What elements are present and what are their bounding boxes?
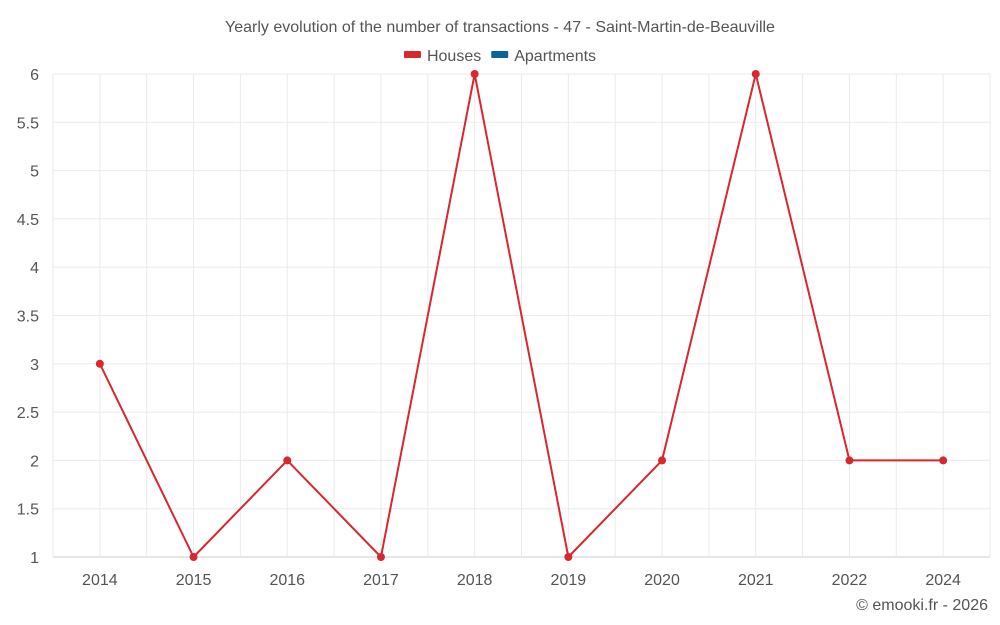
grid: [52, 73, 991, 558]
legend-label-apartments: Apartments: [514, 48, 596, 65]
legend-swatch-apartments: [491, 51, 509, 58]
credit-text: © emooki.fr - 2026: [856, 597, 988, 614]
y-tick-label: 5.5: [17, 115, 39, 132]
data-point-houses-2020[interactable]: [658, 456, 667, 465]
y-tick-label: 2: [30, 453, 39, 470]
legend-label-houses: Houses: [427, 48, 481, 65]
data-point-houses-2024[interactable]: [939, 456, 948, 465]
data-point-houses-2014[interactable]: [95, 359, 104, 368]
x-tick-label: 2024: [925, 572, 961, 589]
legend-item-apartments[interactable]: Apartments: [491, 48, 596, 65]
chart-title: Yearly evolution of the number of transa…: [225, 19, 775, 36]
legend-swatch-houses: [403, 51, 421, 58]
data-point-houses-2017[interactable]: [376, 553, 385, 561]
y-tick-label: 4: [30, 260, 39, 277]
y-tick-label: 1: [30, 550, 39, 567]
y-axis: 1 1.5 2 2.5 3 3.5 4 4.5 5 5.5 6: [17, 67, 39, 567]
legend-item-houses[interactable]: Houses: [403, 48, 481, 65]
y-tick-label: 2.5: [17, 405, 39, 422]
data-point-houses-2018[interactable]: [470, 70, 479, 78]
x-tick-label: 2021: [738, 572, 774, 589]
data-point-houses-2021[interactable]: [751, 70, 760, 78]
legend: Houses Apartments: [403, 48, 596, 65]
data-point-houses-2016[interactable]: [283, 456, 292, 465]
data-point-houses-2019[interactable]: [564, 553, 573, 561]
x-tick-label: 2016: [269, 572, 305, 589]
x-axis: 2014 2015 2016 2017 2018 2019 2020 2021 2022 2024: [82, 572, 961, 589]
x-tick-label: 2019: [551, 572, 587, 589]
y-tick-label: 4.5: [17, 212, 39, 229]
x-tick-label: 2018: [457, 572, 493, 589]
x-tick-label: 2020: [644, 572, 680, 589]
y-tick-label: 1.5: [17, 502, 39, 519]
series: [95, 70, 948, 561]
x-tick-label: 2014: [82, 572, 118, 589]
y-tick-label: 3: [30, 357, 39, 374]
x-tick-label: 2017: [363, 572, 399, 589]
x-tick-label: 2022: [832, 572, 868, 589]
y-tick-label: 6: [30, 67, 39, 84]
x-tick-label: 2015: [176, 572, 212, 589]
series-line-houses: [98, 73, 944, 558]
y-tick-label: 3.5: [17, 309, 39, 326]
data-point-houses-2022[interactable]: [845, 456, 854, 465]
data-point-houses-2015[interactable]: [189, 553, 198, 561]
y-tick-label: 5: [30, 164, 39, 181]
